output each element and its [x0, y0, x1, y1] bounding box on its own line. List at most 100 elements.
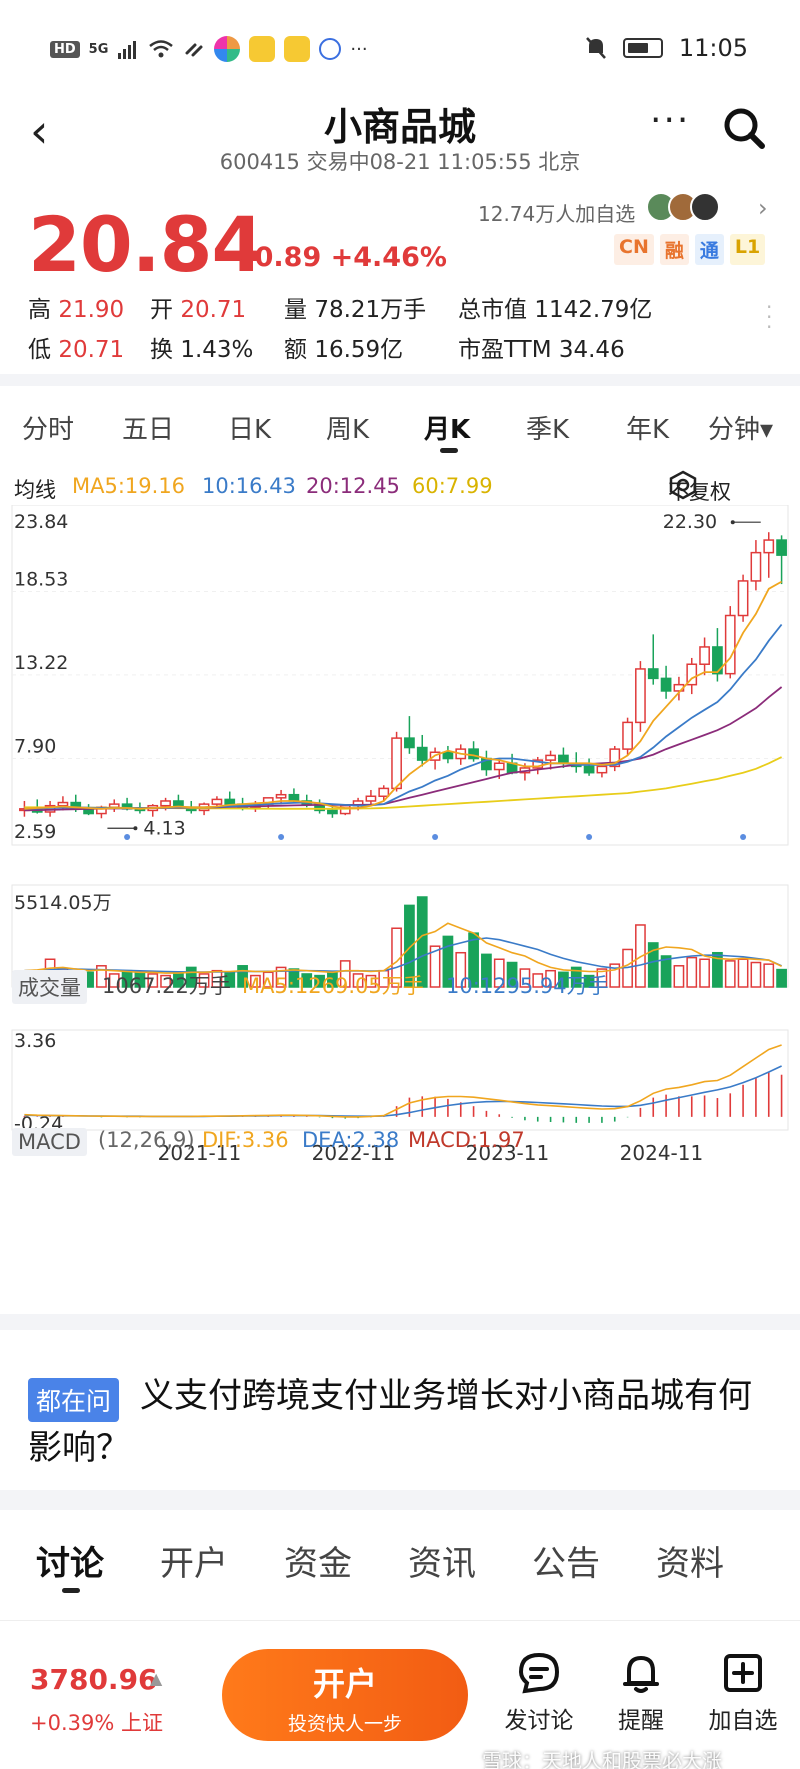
followers-count[interactable]: 12.74万人加自选	[478, 202, 636, 226]
volume-bar	[776, 968, 787, 988]
tab-minute[interactable]: 分钟▾	[708, 415, 774, 445]
date-axis-label: 2022-11	[312, 1141, 396, 1165]
back-icon[interactable]: ‹	[30, 104, 49, 158]
tab-monthly-k[interactable]: 月K	[424, 415, 471, 445]
price-axis-label: 7.90	[14, 736, 56, 758]
status-time: 11:05	[678, 34, 748, 62]
tab-yearly-k[interactable]: 年K	[626, 415, 670, 445]
more-icon[interactable]: ···	[650, 100, 691, 141]
hot-question[interactable]: 都在问 义支付跨境支付业务增长对小商品城有何影响？	[0, 1330, 800, 1490]
candle-body	[224, 798, 236, 805]
tab-profile[interactable]: 资料	[656, 1544, 724, 1584]
volume-bar	[416, 896, 428, 988]
volume-bar	[532, 973, 544, 988]
hd-badge: HD	[50, 40, 80, 58]
post-discussion-button[interactable]: 发讨论	[494, 1651, 584, 1735]
stat-pe: 市盈TTM 34.46	[458, 337, 625, 363]
volume-bar	[250, 974, 261, 988]
ma60-line	[24, 756, 782, 810]
volume-current: 1067.22万手	[102, 974, 231, 998]
tag-l1[interactable]: L1	[729, 234, 766, 265]
volume-label[interactable]: 成交量	[12, 970, 87, 1004]
divider	[0, 374, 800, 386]
chevron-right-icon[interactable]: ›	[758, 194, 768, 222]
open-button-subtitle: 投资快人一步	[287, 1713, 402, 1735]
volume-bar	[481, 953, 492, 988]
candle-body	[737, 580, 749, 617]
weibo-icon	[249, 36, 276, 62]
volume-bar	[493, 958, 505, 988]
expand-dots-icon[interactable]: · · ·	[766, 295, 773, 339]
volume-bar	[506, 961, 518, 988]
status-more: ···	[350, 38, 368, 60]
network-type: 5G	[88, 41, 109, 57]
tab-funds[interactable]: 资金	[284, 1544, 352, 1584]
candle-body	[622, 721, 633, 750]
tab-quarterly-k[interactable]: 季K	[526, 415, 570, 445]
volume-bar	[429, 945, 441, 988]
volume-bar	[339, 960, 351, 988]
amount-value: 16.59亿	[314, 337, 404, 363]
tag-margin[interactable]: 融	[659, 234, 689, 265]
macd-label[interactable]: MACD	[12, 1128, 87, 1156]
open-account-button[interactable]: 开户 投资快人一步	[222, 1649, 468, 1741]
candle-body	[532, 759, 544, 769]
question-badge: 都在问	[28, 1378, 120, 1422]
candle-body	[275, 793, 287, 799]
max-price-label: 22.30	[663, 511, 717, 533]
bell-icon	[623, 1656, 659, 1693]
adjust-toggle[interactable]: 不复权	[668, 470, 731, 504]
tab-five-day[interactable]: 五日	[122, 415, 175, 445]
candle-body	[365, 795, 377, 802]
tab-open-account[interactable]: 开户	[160, 1544, 228, 1584]
tab-intraday[interactable]: 分时	[22, 415, 75, 445]
price-axis-label: 13.22	[14, 652, 68, 674]
volume-bar	[570, 966, 582, 988]
watermark: 雪球：天地人和股票必大涨	[482, 1749, 722, 1769]
candle-body	[635, 668, 646, 724]
candle-body	[724, 614, 736, 675]
tab-announcements[interactable]: 公告	[532, 1544, 600, 1584]
mute-bell-icon	[585, 37, 606, 59]
macd-dif: DIF:3.36	[202, 1128, 289, 1152]
dif-line	[24, 1044, 782, 1118]
macd-legend: MACD (12,26,9) DIF:3.36 DEA:2.38 MACD:1.…	[0, 1124, 800, 1160]
kline-chart[interactable]: 23.84 18.53 13.22 7.90 2.59 22.30 4.13 5514.05万…	[0, 505, 800, 1330]
price-axis-label: 2.59	[14, 821, 56, 843]
volume-bar	[147, 973, 159, 988]
candle-body	[609, 748, 621, 768]
tab-weekly-k[interactable]: 周K	[326, 415, 370, 445]
tab-discussion[interactable]: 讨论	[36, 1544, 104, 1584]
candle-body	[712, 646, 723, 675]
candle-body	[660, 677, 672, 692]
tab-news[interactable]: 资讯	[408, 1544, 476, 1584]
tag-connect[interactable]: 通	[694, 234, 724, 265]
volume-bar	[724, 960, 736, 988]
stock-tags: CN 融 通 L1	[614, 234, 766, 265]
candle-body	[211, 798, 223, 805]
stat-high: 高 21.90	[28, 297, 125, 323]
macd-panel-frame	[11, 1029, 789, 1131]
search-icon[interactable]	[722, 106, 766, 150]
page-title: 小商品城	[323, 105, 476, 149]
question-text[interactable]: 义支付跨境支付业务增长对小商品城有何影响？	[28, 1376, 752, 1468]
tag-cn[interactable]: CN	[614, 234, 654, 265]
ma-label[interactable]: 均线	[14, 478, 56, 502]
ma5-line	[24, 580, 783, 810]
volume-bar	[455, 951, 467, 988]
follower-avatars[interactable]	[646, 192, 720, 222]
index-value[interactable]: 3780.96	[30, 1663, 158, 1696]
plus-square-icon	[724, 1654, 762, 1692]
remind-label: 提醒	[618, 1708, 664, 1734]
volume-bar	[763, 963, 775, 988]
candle-body	[378, 787, 390, 798]
macd-params: (12,26,9)	[98, 1128, 195, 1152]
candle-body	[468, 748, 479, 760]
volume-bar	[237, 965, 248, 988]
candle-body	[327, 809, 338, 815]
volume-ma5-line	[24, 922, 782, 974]
tab-daily-k[interactable]: 日K	[228, 415, 272, 445]
add-watchlist-button[interactable]: 加自选	[698, 1651, 788, 1735]
remind-button[interactable]: 提醒	[596, 1651, 686, 1735]
period-tabs: 分时 五日 日K 周K 月K 季K 年K 分钟▾	[0, 395, 800, 465]
